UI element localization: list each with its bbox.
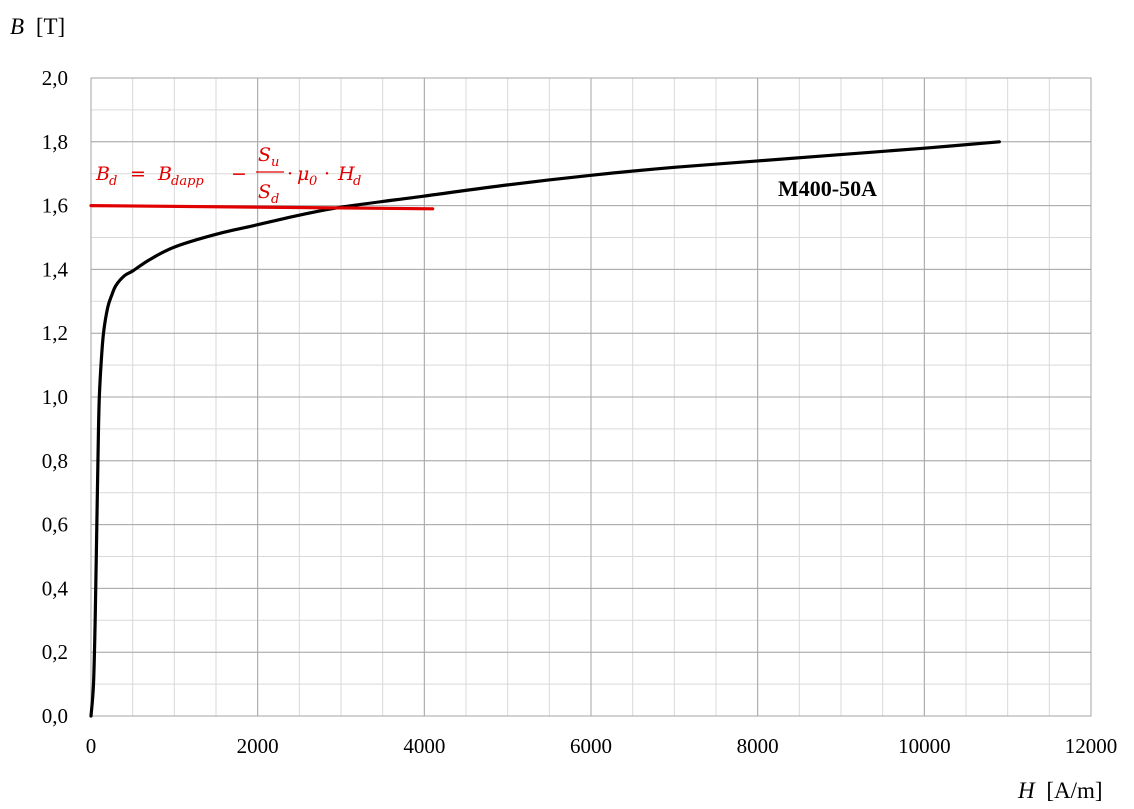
eq-minus: − bbox=[231, 163, 247, 185]
series-line-operating-line bbox=[89, 204, 435, 211]
x-axis-unit: [A/m] bbox=[1046, 778, 1102, 803]
y-tick-label: 1,2 bbox=[42, 321, 68, 345]
x-axis-symbol: H bbox=[1017, 778, 1036, 803]
y-tick-label: 2,0 bbox=[42, 66, 68, 90]
x-tick-label: 6000 bbox=[570, 734, 612, 758]
eq-S-numerator: S bbox=[258, 144, 271, 166]
y-tick-label: 1,6 bbox=[42, 194, 68, 218]
equation-annotation: B d = B dapp − S u S d · μ 0 · H d bbox=[95, 144, 361, 207]
eq-mu: μ bbox=[297, 163, 309, 185]
eq-dot2: · bbox=[324, 163, 330, 185]
eq-B: B bbox=[95, 163, 110, 185]
eq-S-denominator: S bbox=[258, 181, 271, 203]
y-axis-unit: [T] bbox=[36, 14, 65, 39]
plot-area-frame bbox=[90, 77, 1092, 717]
eq-equals: = bbox=[130, 163, 146, 185]
series-line-m400-50a bbox=[89, 140, 1001, 718]
x-tick-label: 12000 bbox=[1065, 734, 1118, 758]
y-tick-label: 1,4 bbox=[42, 257, 69, 281]
y-tick-labels: 0,0 0,2 0,4 0,6 0,8 1,0 1,2 1,4 1,6 1,8 2,0 bbox=[42, 66, 69, 728]
eq-H: H bbox=[337, 163, 355, 185]
y-tick-label: 0,6 bbox=[42, 513, 68, 537]
x-tick-label: 10000 bbox=[898, 734, 951, 758]
x-tick-label: 8000 bbox=[737, 734, 779, 758]
x-tick-labels: 0 2000 4000 6000 8000 10000 12000 bbox=[86, 734, 1118, 758]
y-tick-label: 1,8 bbox=[42, 130, 68, 154]
x-tick-label: 4000 bbox=[403, 734, 445, 758]
eq-sub-d2: d bbox=[271, 192, 279, 207]
eq-sub-dapp: dapp bbox=[171, 174, 204, 189]
y-tick-label: 0,4 bbox=[42, 576, 69, 600]
series-label-m400-50a: M400-50A bbox=[778, 176, 877, 201]
eq-dot1: · bbox=[287, 163, 293, 185]
y-axis-label: B [T] bbox=[10, 14, 65, 39]
y-tick-label: 0,8 bbox=[42, 449, 68, 473]
eq-sub-u: u bbox=[271, 155, 279, 170]
eq-sub-0: 0 bbox=[309, 174, 317, 189]
series-layer bbox=[89, 140, 1001, 718]
x-tick-label: 0 bbox=[86, 734, 97, 758]
eq-B2: B bbox=[157, 163, 172, 185]
y-axis-symbol: B bbox=[10, 14, 24, 39]
eq-sub-d3: d bbox=[353, 174, 361, 189]
eq-sub-d: d bbox=[109, 174, 117, 189]
x-axis-label: H [A/m] bbox=[1017, 778, 1103, 803]
y-tick-label: 0,2 bbox=[42, 640, 68, 664]
y-tick-label: 0,0 bbox=[42, 704, 68, 728]
y-tick-label: 1,0 bbox=[42, 385, 68, 409]
x-tick-label: 2000 bbox=[237, 734, 279, 758]
